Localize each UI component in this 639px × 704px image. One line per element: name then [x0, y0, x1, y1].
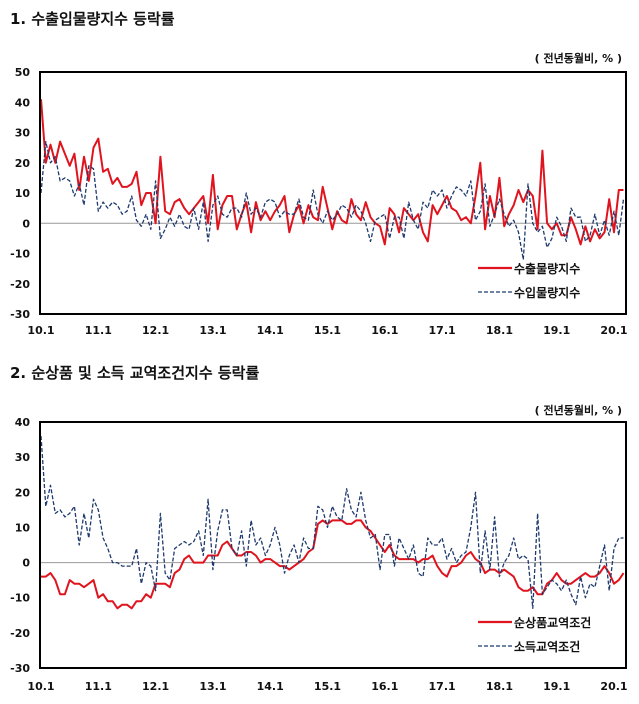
- x-tick-label: 20.1: [600, 324, 627, 337]
- x-tick-label: 10.1: [27, 680, 54, 693]
- legend-label: 순상품교역조건: [514, 615, 591, 630]
- x-tick-label: 12.1: [142, 680, 169, 693]
- y-tick-label: 0: [22, 557, 30, 570]
- x-tick-label: 19.1: [543, 680, 570, 693]
- unit-label: ( 전년동월비, % ): [535, 51, 622, 65]
- series-line-solid: [41, 519, 625, 610]
- y-tick-label: 50: [15, 66, 31, 79]
- chart-title: 2. 순상품 및 소득 교역조건지수 등락률: [10, 364, 259, 382]
- y-tick-label: -20: [10, 278, 30, 291]
- y-tick-label: -10: [10, 248, 30, 261]
- x-tick-label: 17.1: [429, 324, 456, 337]
- unit-label: ( 전년동월비, % ): [535, 403, 622, 417]
- x-tick-label: 18.1: [486, 324, 513, 337]
- x-tick-label: 13.1: [199, 680, 226, 693]
- x-tick-label: 17.1: [429, 680, 456, 693]
- x-tick-label: 11.1: [85, 324, 112, 337]
- y-tick-label: -10: [10, 592, 30, 605]
- y-tick-label: 20: [15, 486, 31, 499]
- series-line-solid: [40, 99, 624, 246]
- y-tick-label: -20: [10, 627, 30, 640]
- series-line-dashed: [40, 436, 624, 609]
- legend-label: 수입물량지수: [514, 285, 580, 300]
- chart-terms-of-trade: 2. 순상품 및 소득 교역조건지수 등락률 ( 전년동월비, % ) 40 30…: [10, 364, 628, 693]
- x-tick-label: 13.1: [199, 324, 226, 337]
- x-tick-label: 19.1: [543, 324, 570, 337]
- y-tick-label: 30: [15, 127, 31, 140]
- chart-export-import-volume: 1. 수출입물량지수 등락률 ( 전년동월비, % ) 50 40 30 20 10 0 -…: [10, 10, 628, 337]
- x-tick-label: 16.1: [371, 680, 398, 693]
- legend-label: 소득교역조건: [514, 639, 580, 654]
- x-tick-label: 10.1: [27, 324, 54, 337]
- y-tick-label: 40: [15, 416, 31, 429]
- x-tick-label: 16.1: [371, 324, 398, 337]
- y-tick-label: -30: [10, 662, 30, 675]
- y-tick-label: 0: [22, 217, 30, 230]
- y-tick-label: 30: [15, 451, 31, 464]
- x-tick-label: 20.1: [600, 680, 627, 693]
- legend-label: 수출물량지수: [514, 261, 580, 276]
- plot-frame: [39, 71, 627, 315]
- x-tick-label: 11.1: [85, 680, 112, 693]
- x-tick-label: 14.1: [257, 324, 284, 337]
- y-tick-label: -30: [10, 308, 30, 321]
- x-tick-label: 12.1: [142, 324, 169, 337]
- x-tick-label: 15.1: [314, 324, 341, 337]
- x-tick-label: 18.1: [486, 680, 513, 693]
- x-tick-label: 15.1: [314, 680, 341, 693]
- series-line-dashed: [40, 140, 625, 261]
- y-tick-label: 10: [15, 521, 31, 534]
- chart-title: 1. 수출입물량지수 등락률: [10, 10, 175, 28]
- y-tick-label: 20: [15, 157, 31, 170]
- y-tick-label: 10: [15, 187, 31, 200]
- plot-frame: [39, 421, 627, 669]
- y-tick-label: 40: [15, 96, 31, 109]
- x-tick-label: 14.1: [257, 680, 284, 693]
